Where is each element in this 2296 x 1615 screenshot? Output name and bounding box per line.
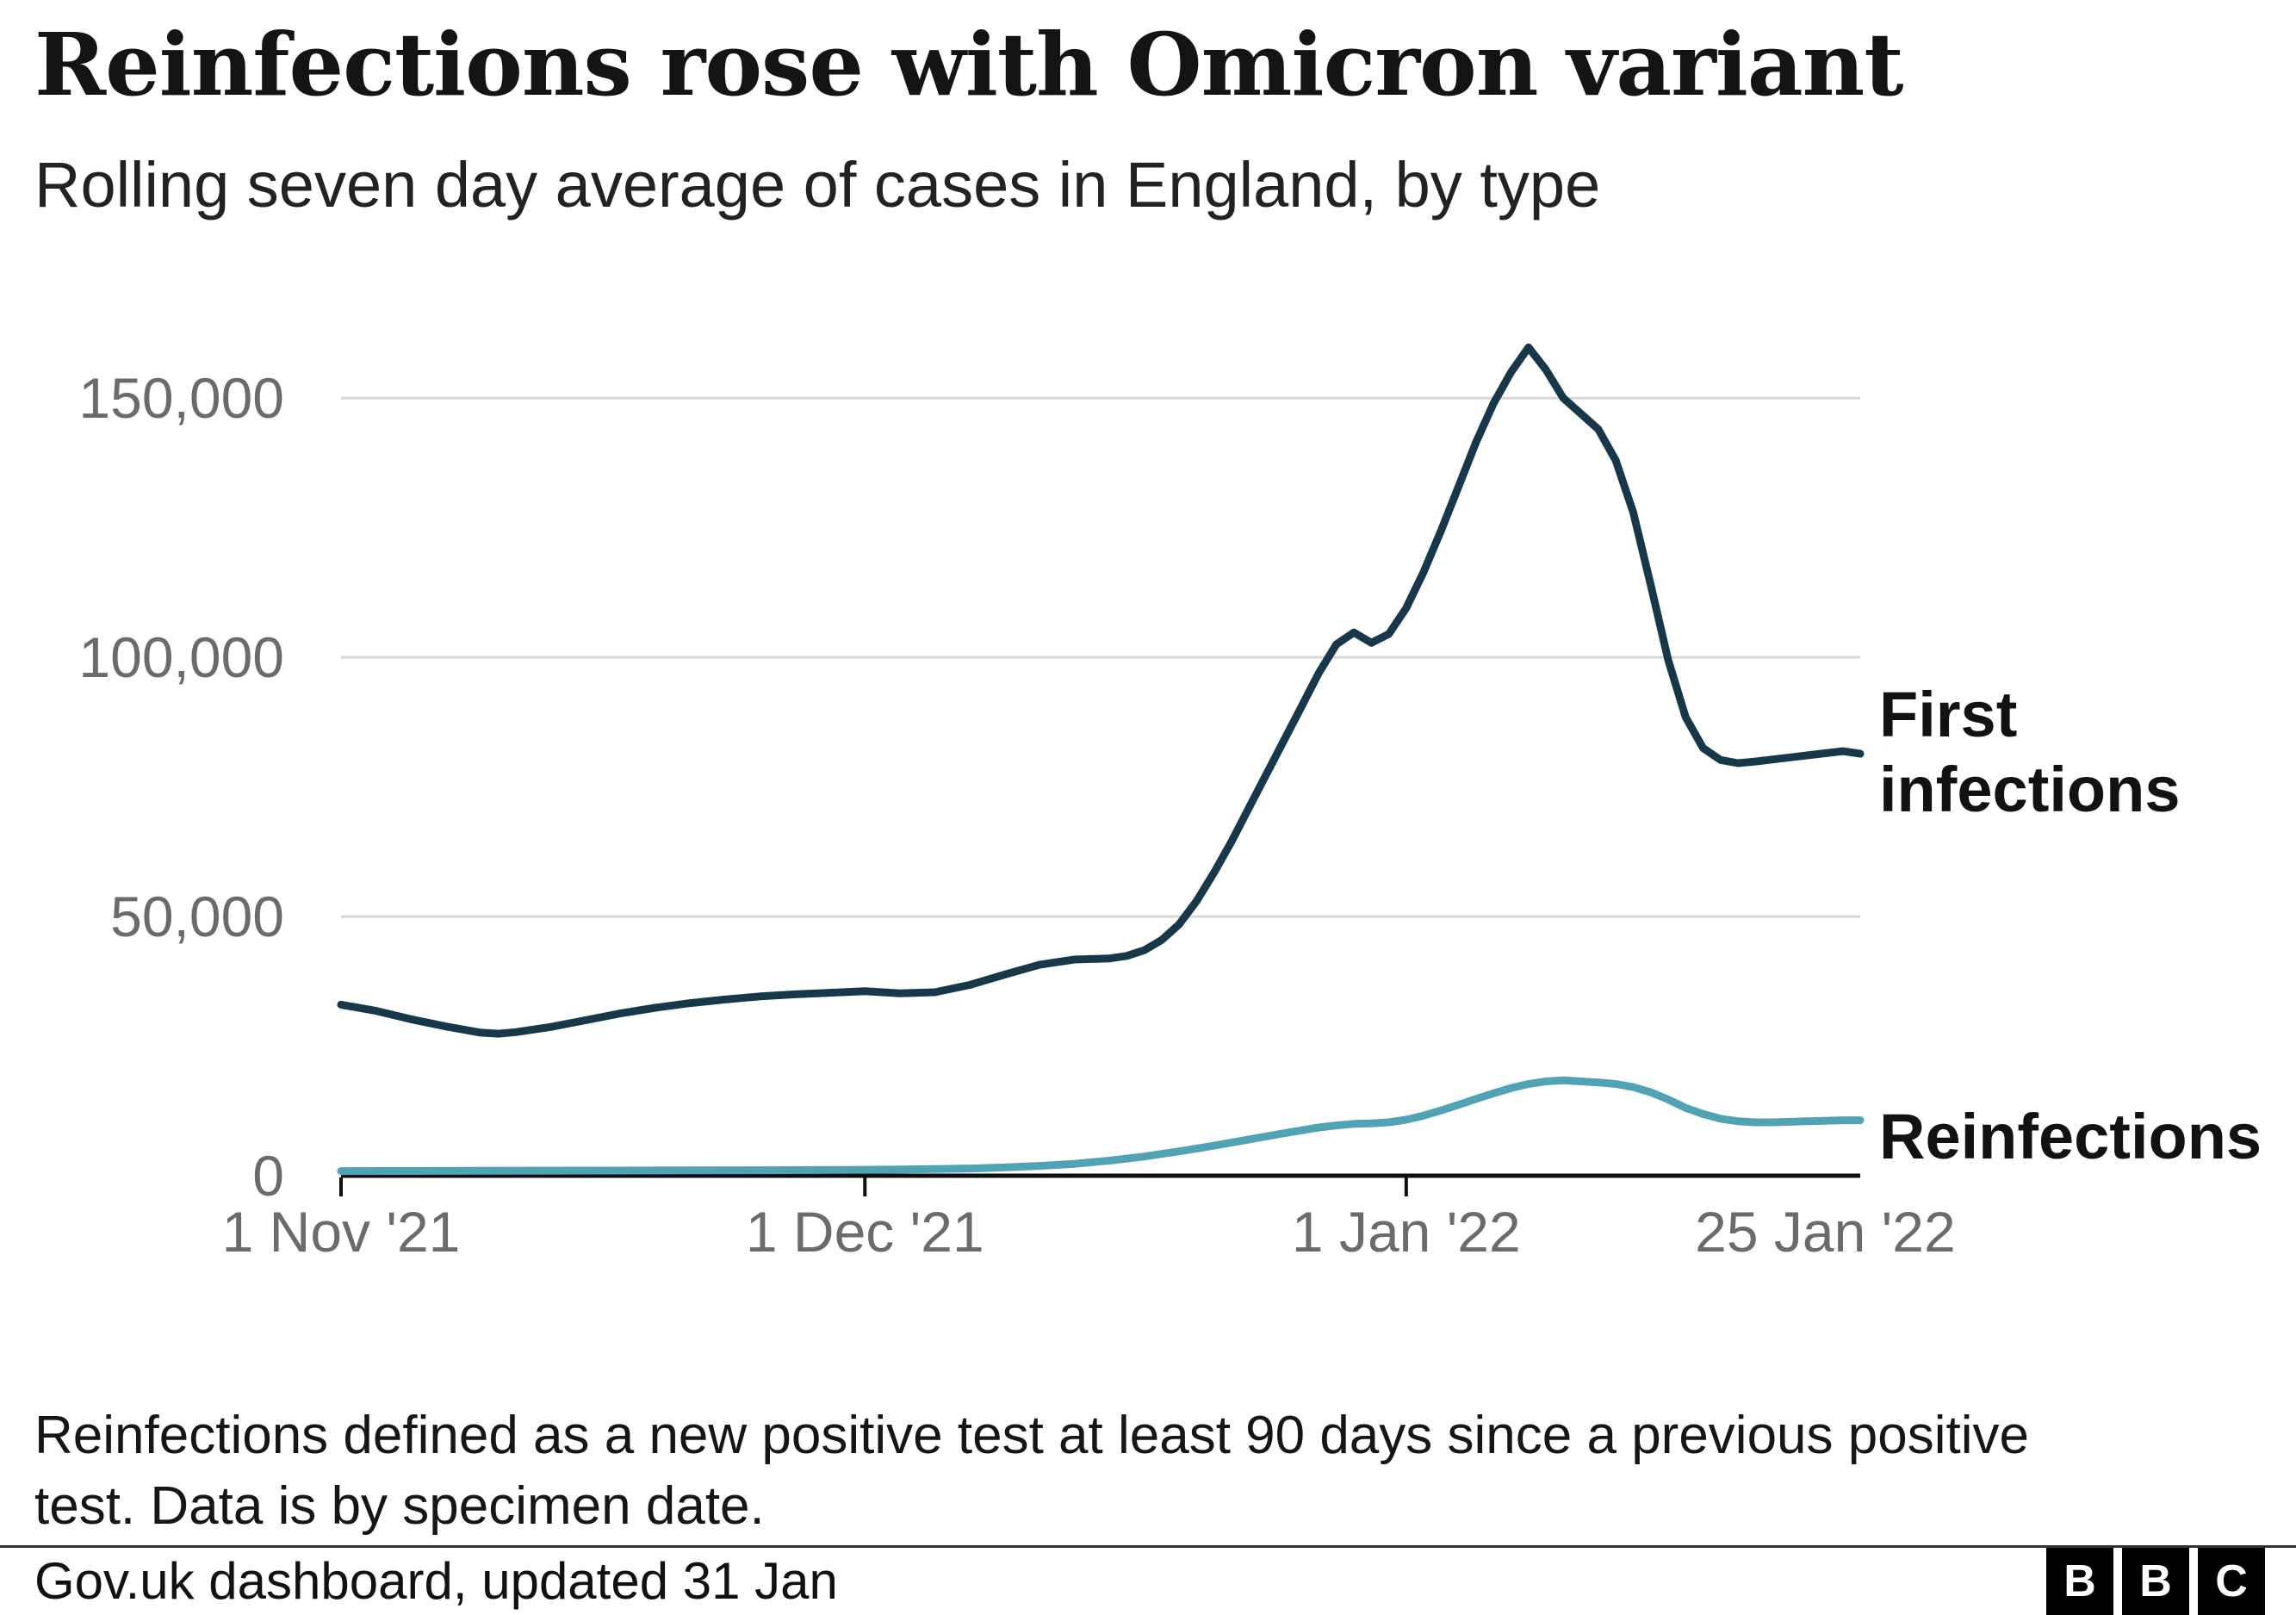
bbc-logo-block: B (2046, 1547, 2113, 1615)
chart-subtitle: Rolling seven day average of cases in En… (34, 149, 1601, 221)
chart-title: Reinfections rose with Omicron variant (34, 14, 1904, 115)
series-label-first-infections: First infections (1879, 679, 2181, 826)
y-axis-label: 150,000 (78, 366, 284, 431)
x-axis-label: 25 Jan '22 (1695, 1200, 1956, 1264)
x-axis-label: 1 Dec '21 (745, 1200, 984, 1264)
y-axis-label: 100,000 (78, 625, 284, 690)
series-label-reinfections: Reinfections (1879, 1101, 2262, 1172)
reinfections-line (337, 1076, 1865, 1176)
x-axis-label: 1 Jan '22 (1291, 1200, 1521, 1264)
bbc-logo-block: C (2198, 1547, 2265, 1615)
bbc-logo-block: B (2122, 1547, 2189, 1615)
y-axis-label: 50,000 (110, 885, 284, 949)
x-axis-label: 1 Nov '21 (221, 1200, 461, 1264)
source-text: Gov.uk dashboard, updated 31 Jan (34, 1552, 838, 1610)
footnote: Reinfections defined as a new positive t… (34, 1406, 2029, 1536)
y-axis-label: 0 (252, 1144, 284, 1208)
first-infections-line (337, 343, 1865, 1038)
